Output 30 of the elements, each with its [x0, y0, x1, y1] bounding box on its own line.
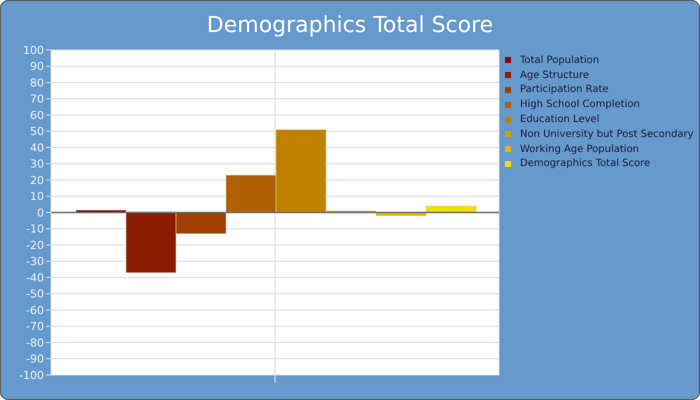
y-tick-label: 10: [30, 190, 44, 204]
y-tick-label: -50: [26, 288, 44, 301]
y-tick-label: -20: [26, 238, 44, 252]
y-tick-label: 80: [30, 76, 44, 90]
y-tick-label: 20: [30, 174, 44, 187]
y-tick-label: 90: [30, 60, 44, 74]
legend-label: Total Population: [520, 54, 600, 66]
chart-title: Demographics Total Score: [206, 13, 494, 38]
y-tick-label: -70: [26, 320, 44, 334]
legend-label: Age Structure: [520, 70, 590, 81]
y-tick-label: 70: [30, 92, 44, 106]
y-tick-label: -100: [19, 368, 44, 382]
legend-label: Non University but Post Secondary: [520, 128, 694, 140]
y-tick-label: -80: [26, 336, 44, 350]
legend-label: Demographics Total Score: [520, 158, 650, 170]
legend-label: High School Completion: [520, 99, 640, 110]
y-tick-label: 40: [30, 141, 44, 154]
y-tick-label: -30: [26, 255, 44, 268]
y-tick-label: -60: [26, 304, 44, 317]
y-tick-label: 100: [23, 44, 44, 57]
y-tick-label: 50: [30, 125, 44, 138]
y-tick-label: 30: [30, 158, 44, 171]
legend-label: Participation Rate: [520, 84, 609, 96]
y-tick-label: -40: [26, 271, 44, 284]
y-tick-label: -90: [26, 352, 44, 366]
y-tick-label: 0: [37, 206, 44, 220]
y-tick-label: -10: [26, 222, 44, 236]
legend-label: Working Age Population: [520, 144, 640, 155]
y-tick-label: 60: [30, 108, 44, 122]
legend-label: Education Level: [520, 114, 600, 126]
